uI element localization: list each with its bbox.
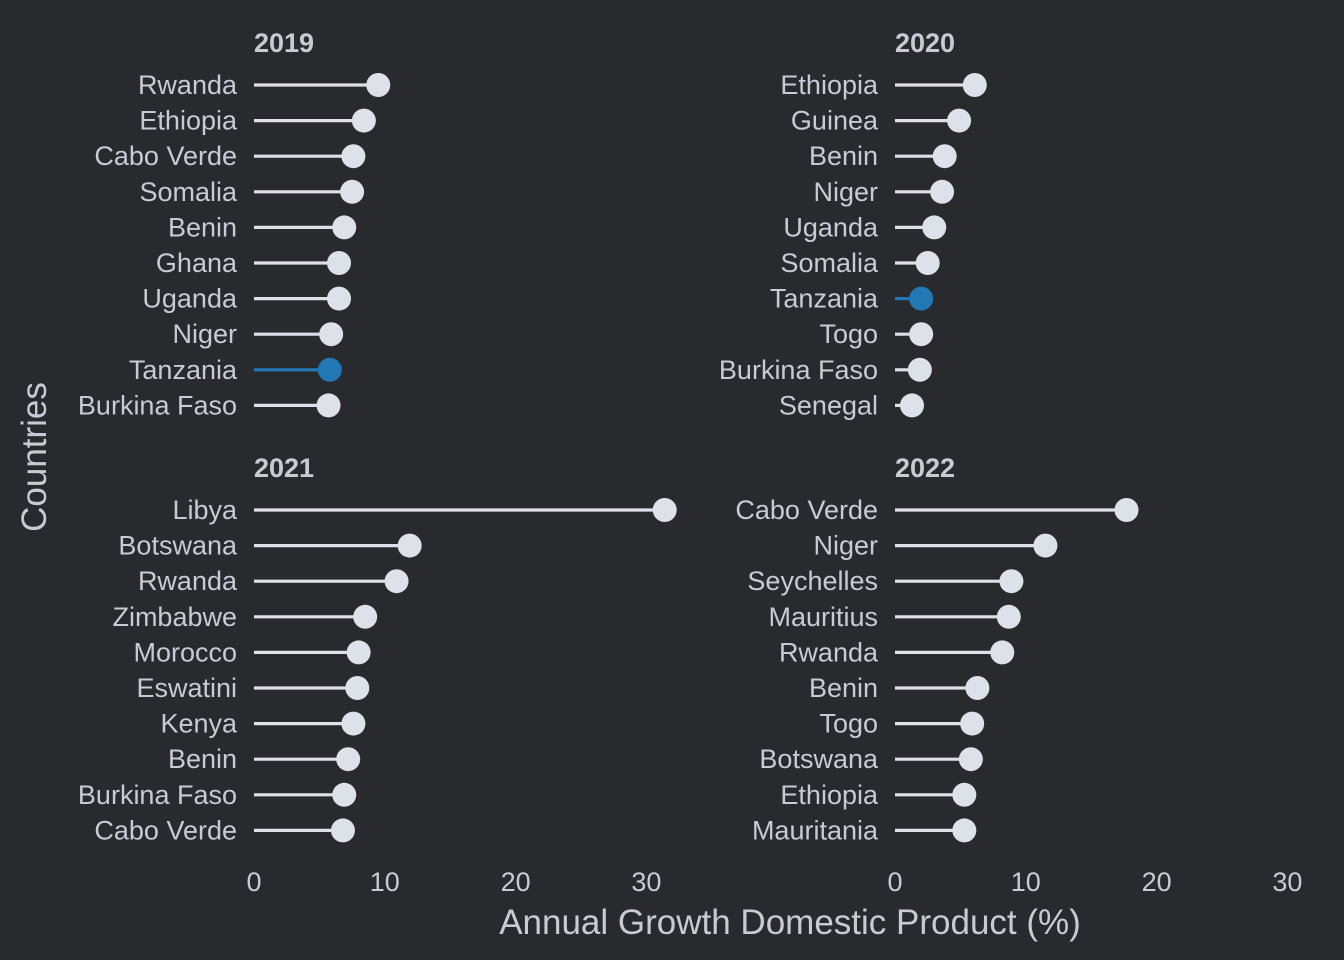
panel-title-2021: 2021 — [254, 453, 314, 483]
country-label: Somalia — [780, 248, 879, 278]
x-tick-label: 20 — [1142, 867, 1172, 897]
lollipop-point — [345, 676, 370, 700]
country-label: Ethiopia — [780, 70, 879, 100]
country-label: Ghana — [156, 248, 238, 278]
lollipop-point — [962, 73, 987, 97]
lollipop-point — [909, 322, 934, 347]
country-label: Uganda — [783, 212, 879, 242]
lollipop-point — [340, 179, 365, 204]
x-tick-label: 10 — [1011, 867, 1041, 897]
country-label: Cabo Verde — [94, 141, 237, 171]
lollipop-point — [915, 251, 940, 275]
lollipop-point — [1114, 498, 1139, 522]
panel-title-2019: 2019 — [254, 28, 314, 58]
lollipop-point — [346, 640, 371, 665]
lollipop-point — [327, 251, 352, 275]
country-label: Botswana — [118, 531, 238, 561]
y-axis-title: Countries — [15, 382, 54, 532]
lollipop-point — [327, 286, 352, 311]
lollipop-point — [952, 818, 977, 843]
country-label: Somalia — [139, 177, 238, 207]
country-label: Rwanda — [138, 566, 238, 596]
lollipop-point — [341, 711, 366, 736]
lollipop-point — [341, 144, 366, 169]
lollipop-point — [384, 569, 409, 594]
lollipop-point — [319, 322, 344, 347]
country-label: Ethiopia — [139, 106, 238, 136]
lollipop-point — [907, 357, 932, 382]
country-label: Togo — [819, 319, 878, 349]
country-label: Cabo Verde — [735, 495, 878, 525]
country-label: Botswana — [759, 744, 879, 774]
lollipop-point — [652, 498, 677, 522]
country-label: Togo — [819, 709, 878, 739]
country-label: Seychelles — [747, 566, 878, 596]
country-label: Mauritania — [752, 815, 879, 845]
country-label: Niger — [813, 531, 878, 561]
country-label: Benin — [168, 212, 237, 242]
lollipop-point — [353, 604, 378, 629]
x-tick-label: 20 — [501, 867, 531, 897]
country-label: Benin — [809, 141, 878, 171]
country-label: Tanzania — [129, 355, 238, 385]
country-label: Burkina Faso — [78, 780, 237, 810]
country-label: Eswatini — [136, 673, 237, 703]
lollipop-point — [965, 676, 990, 700]
lollipop-point — [366, 73, 391, 97]
country-label: Ethiopia — [780, 780, 879, 810]
country-label: Tanzania — [770, 284, 879, 314]
lollipop-point — [330, 818, 355, 843]
lollipop-point — [990, 640, 1015, 665]
lollipop-point — [947, 108, 972, 133]
x-tick-label: 0 — [246, 867, 261, 897]
lollipop-point — [932, 144, 957, 169]
country-label: Zimbabwe — [112, 602, 237, 632]
country-label: Niger — [813, 177, 878, 207]
lollipop-point — [336, 747, 361, 772]
country-label: Guinea — [791, 106, 879, 136]
country-label: Senegal — [779, 390, 878, 420]
lollipop-point — [351, 108, 376, 133]
country-label: Rwanda — [138, 70, 238, 100]
x-tick-label: 10 — [370, 867, 400, 897]
country-label: Burkina Faso — [78, 390, 237, 420]
country-label: Uganda — [142, 284, 238, 314]
lollipop-point — [317, 357, 342, 382]
lollipop-point — [332, 782, 357, 807]
lollipop-point — [999, 569, 1024, 594]
x-axis-title: Annual Growth Domestic Product (%) — [499, 903, 1081, 942]
lollipop-point — [900, 393, 925, 418]
country-label: Kenya — [160, 709, 238, 739]
country-label: Benin — [168, 744, 237, 774]
country-label: Benin — [809, 673, 878, 703]
panel-title-2020: 2020 — [895, 28, 955, 58]
lollipop-point — [1033, 533, 1058, 558]
lollipop-point — [958, 747, 983, 772]
x-tick-label: 30 — [1272, 867, 1302, 897]
x-tick-label: 30 — [631, 867, 661, 897]
lollipop-point — [316, 393, 341, 418]
country-label: Libya — [172, 495, 238, 525]
country-label: Cabo Verde — [94, 815, 237, 845]
lollipop-point — [922, 215, 947, 240]
country-label: Morocco — [133, 637, 237, 667]
lollipop-point — [952, 782, 977, 807]
panel-title-2022: 2022 — [895, 453, 955, 483]
country-label: Burkina Faso — [719, 355, 878, 385]
country-label: Mauritius — [768, 602, 878, 632]
x-tick-label: 0 — [887, 867, 902, 897]
lollipop-point — [996, 604, 1021, 629]
lollipop-point — [332, 215, 357, 240]
lollipop-point — [397, 533, 422, 558]
lollipop-point — [930, 179, 955, 204]
country-label: Rwanda — [779, 637, 879, 667]
country-label: Niger — [172, 319, 237, 349]
lollipop-point — [960, 711, 985, 736]
lollipop-point — [909, 286, 934, 311]
